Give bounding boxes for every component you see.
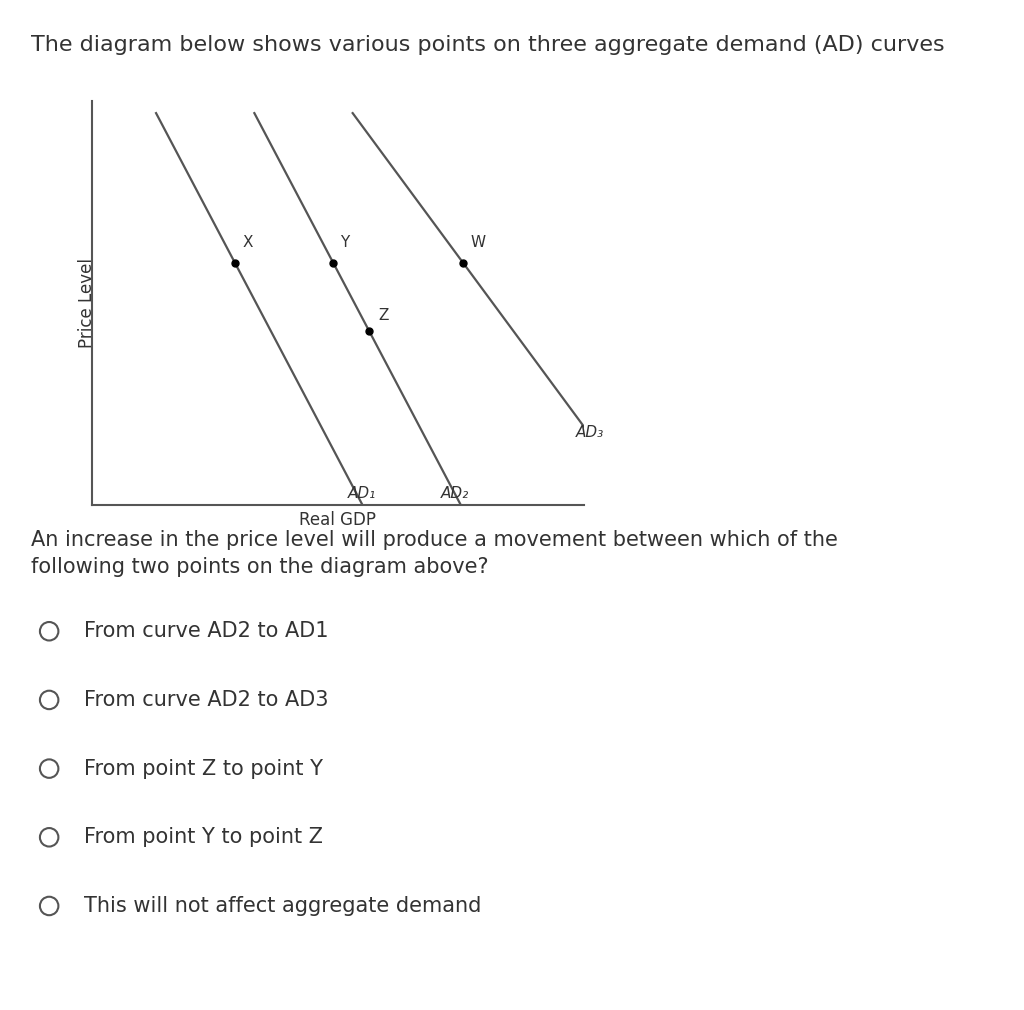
Text: From curve AD2 to AD3: From curve AD2 to AD3 — [84, 690, 329, 710]
Text: AD₃: AD₃ — [577, 425, 604, 439]
Text: The diagram below shows various points on three aggregate demand (AD) curves: The diagram below shows various points o… — [31, 35, 944, 56]
X-axis label: Real GDP: Real GDP — [299, 511, 377, 528]
Text: This will not affect aggregate demand: This will not affect aggregate demand — [84, 896, 481, 916]
Text: AD₂: AD₂ — [441, 486, 469, 501]
Text: AD₁: AD₁ — [348, 486, 376, 501]
Text: Z: Z — [378, 308, 388, 323]
Text: An increase in the price level will produce a movement between which of the
foll: An increase in the price level will prod… — [31, 530, 838, 577]
Y-axis label: Price Level: Price Level — [78, 258, 95, 348]
Text: From point Y to point Z: From point Y to point Z — [84, 827, 323, 847]
Text: From point Z to point Y: From point Z to point Y — [84, 759, 323, 779]
Text: X: X — [242, 235, 253, 250]
Text: Y: Y — [340, 235, 349, 250]
Text: From curve AD2 to AD1: From curve AD2 to AD1 — [84, 621, 329, 641]
Text: W: W — [470, 235, 485, 250]
